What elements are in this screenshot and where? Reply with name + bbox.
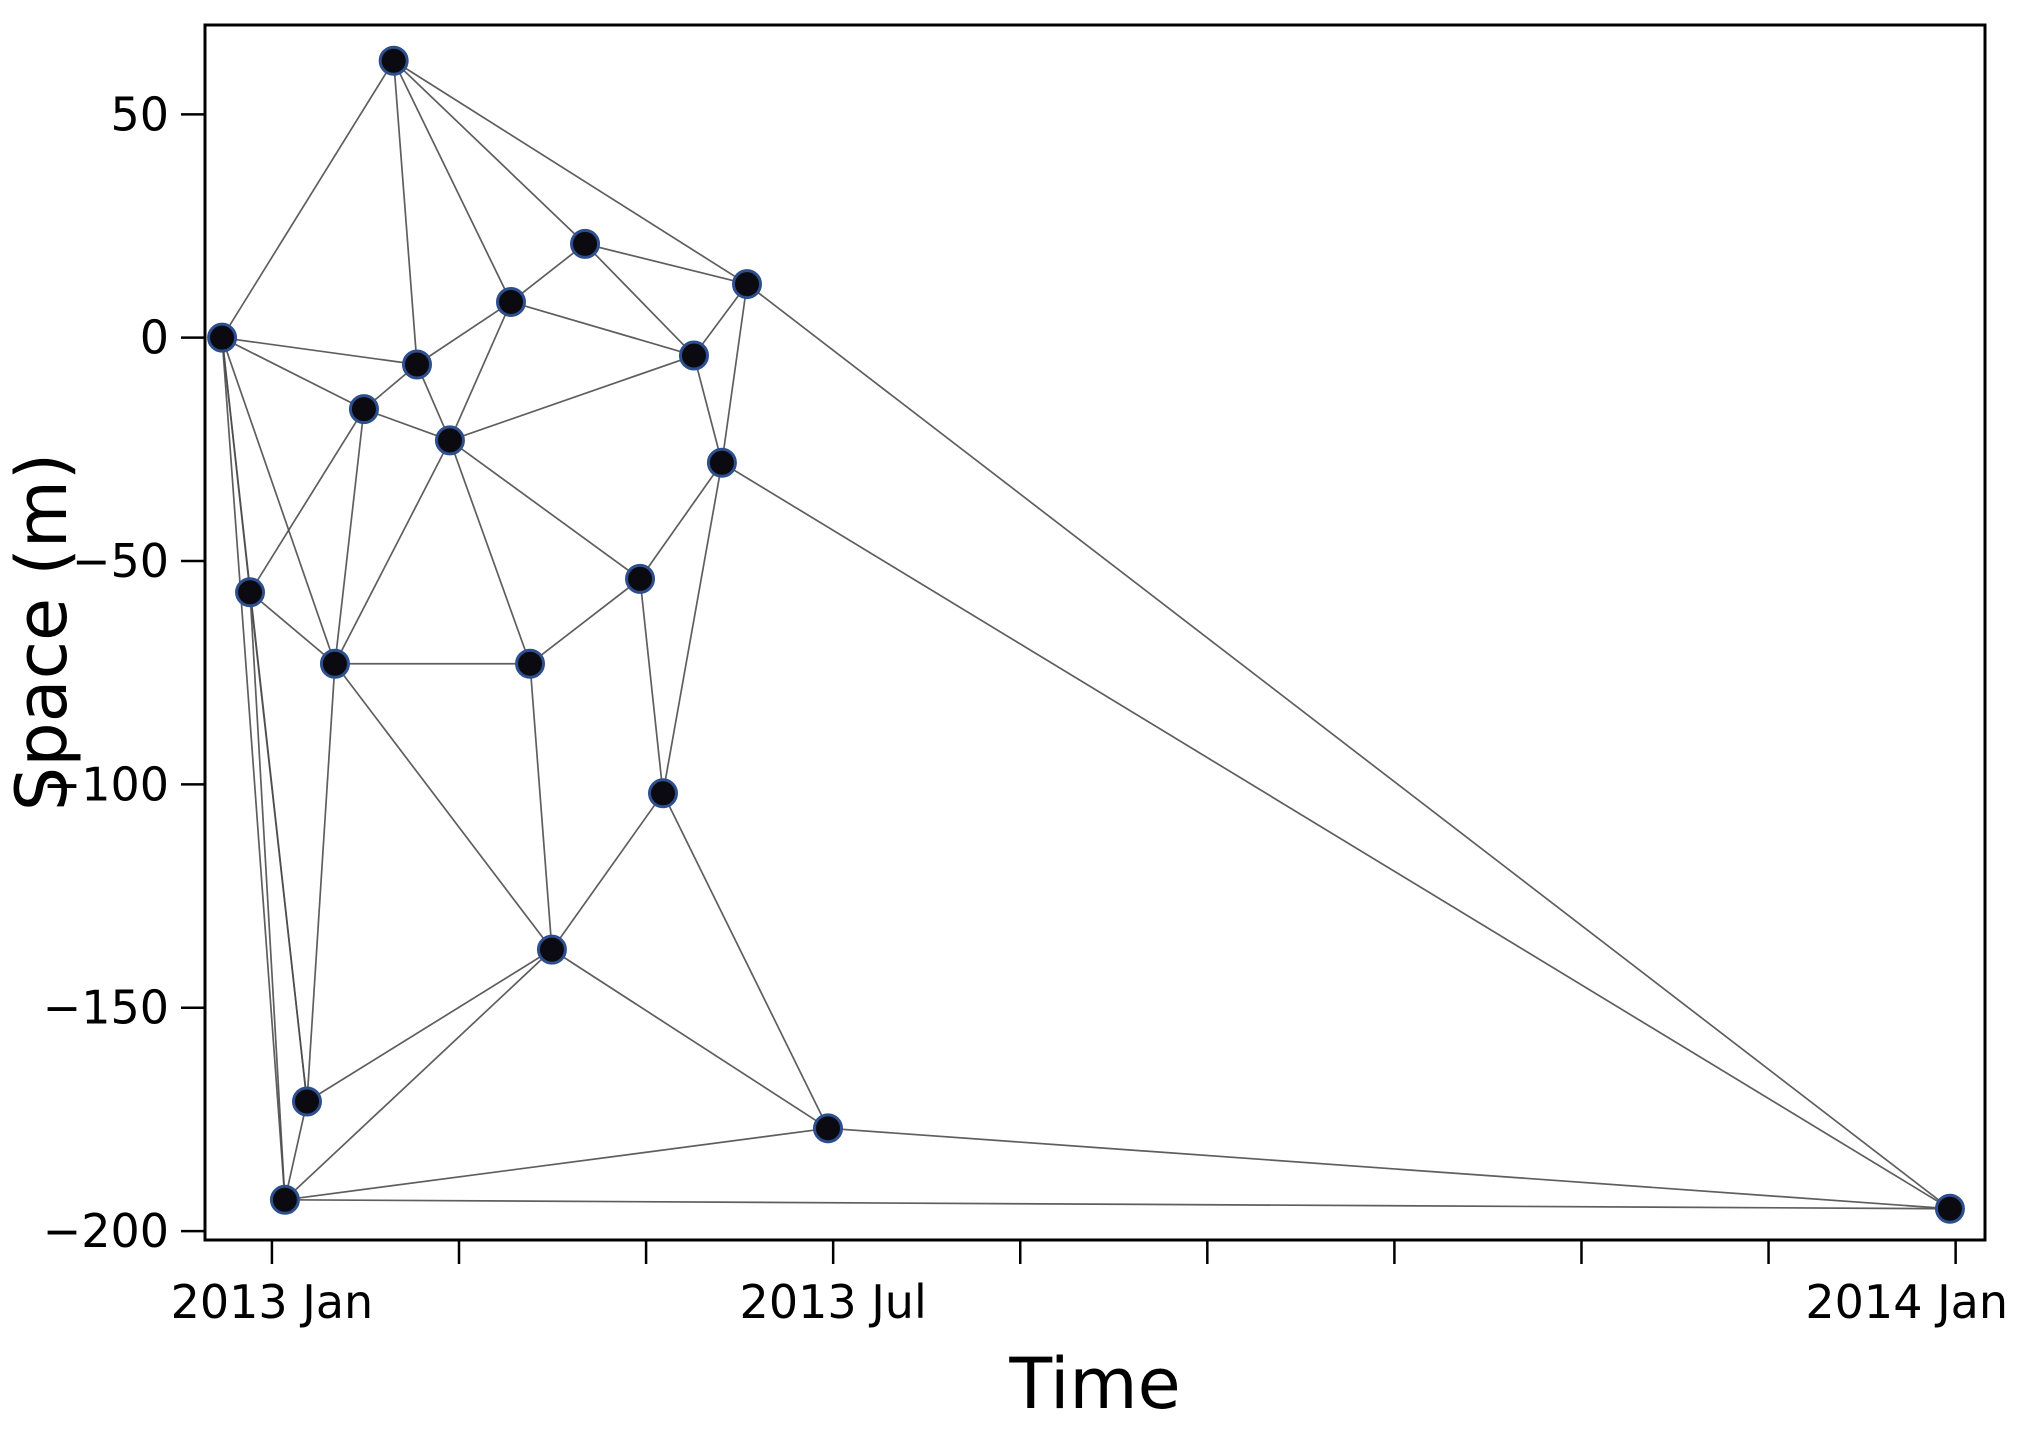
graph-edge [334, 663, 553, 951]
graph-edge [221, 336, 418, 366]
graph-edge [449, 354, 695, 442]
graph-edge [249, 592, 308, 1102]
graph-edge [721, 283, 748, 463]
graph-edge [284, 1101, 308, 1200]
graph-edge [551, 948, 829, 1130]
graph-node [348, 394, 379, 425]
graph-edge [393, 60, 586, 245]
graph-node [1934, 1193, 1965, 1224]
graph-edge [334, 409, 365, 664]
graph-edge [551, 792, 664, 951]
graph-edge [306, 948, 553, 1103]
graph-node [291, 1086, 322, 1117]
graph-edge [249, 408, 365, 593]
graph-edge [393, 60, 748, 285]
graph-edge [221, 337, 336, 665]
graph-node [269, 1184, 300, 1215]
x-tick-label: 2014 Jan [1805, 1275, 2008, 1329]
graph-edge [416, 301, 512, 366]
graph-node [495, 286, 526, 317]
graph-edge [221, 336, 365, 410]
graph-edge [746, 283, 1951, 1210]
graph-edge [284, 949, 553, 1201]
graph-edge [662, 792, 829, 1129]
graph-edge [510, 243, 586, 303]
graph-edge [584, 243, 695, 357]
graph-edge [221, 60, 395, 339]
nodes-layer [207, 45, 1965, 1224]
graph-node [678, 340, 709, 371]
graph-edge [529, 578, 641, 665]
x-tick-label: 2013 Jul [740, 1275, 927, 1329]
graph-edge [449, 301, 512, 441]
graph-node [570, 228, 601, 259]
y-tick-label: 50 [110, 87, 169, 141]
graph-node [625, 563, 656, 594]
graph-node [207, 322, 238, 353]
graph-node [515, 648, 546, 679]
graph-edge [721, 462, 1951, 1210]
graph-edge [693, 355, 723, 463]
graph-node [319, 648, 350, 679]
y-tick-label: −100 [43, 757, 169, 811]
graph-edge [639, 462, 723, 580]
graph-edge [639, 578, 664, 794]
y-axis-label: Space (m) [1, 453, 83, 811]
graph-edge [249, 592, 286, 1200]
graph-edge [662, 462, 723, 794]
graph-edge [284, 1127, 829, 1201]
graph-edge [392, 60, 512, 303]
graph-edge [449, 439, 641, 580]
graph-edge [584, 243, 748, 285]
edges-layer [221, 60, 1951, 1210]
graph-edge [249, 591, 336, 665]
graph-edge [392, 60, 418, 365]
graph-node [647, 778, 678, 809]
y-tick-label: −50 [72, 534, 169, 588]
graph-edge [334, 440, 451, 665]
graph-node [536, 934, 567, 965]
graph-edge [449, 440, 531, 665]
graph-edge [306, 663, 336, 1102]
graph-edge [529, 663, 553, 950]
y-tick-label: −200 [43, 1204, 169, 1258]
x-tick-label: 2013 Jan [171, 1275, 374, 1329]
y-tick-label: 0 [140, 311, 169, 365]
graph-node [235, 577, 266, 608]
graph-node [732, 269, 763, 300]
x-axis-label: Time [1008, 1343, 1180, 1425]
graph-edge [510, 301, 695, 357]
graph-edge [221, 337, 286, 1200]
graph-node [401, 349, 432, 380]
graph-edge [363, 408, 451, 442]
graph-edge [827, 1127, 1950, 1210]
graph-node [813, 1113, 843, 1144]
graph-node [434, 425, 465, 456]
y-tick-label: −150 [43, 981, 169, 1035]
graph-edge [284, 1198, 1950, 1210]
graph-node [706, 447, 737, 478]
graph-node [378, 45, 409, 76]
plot-border [203, 23, 1987, 1242]
